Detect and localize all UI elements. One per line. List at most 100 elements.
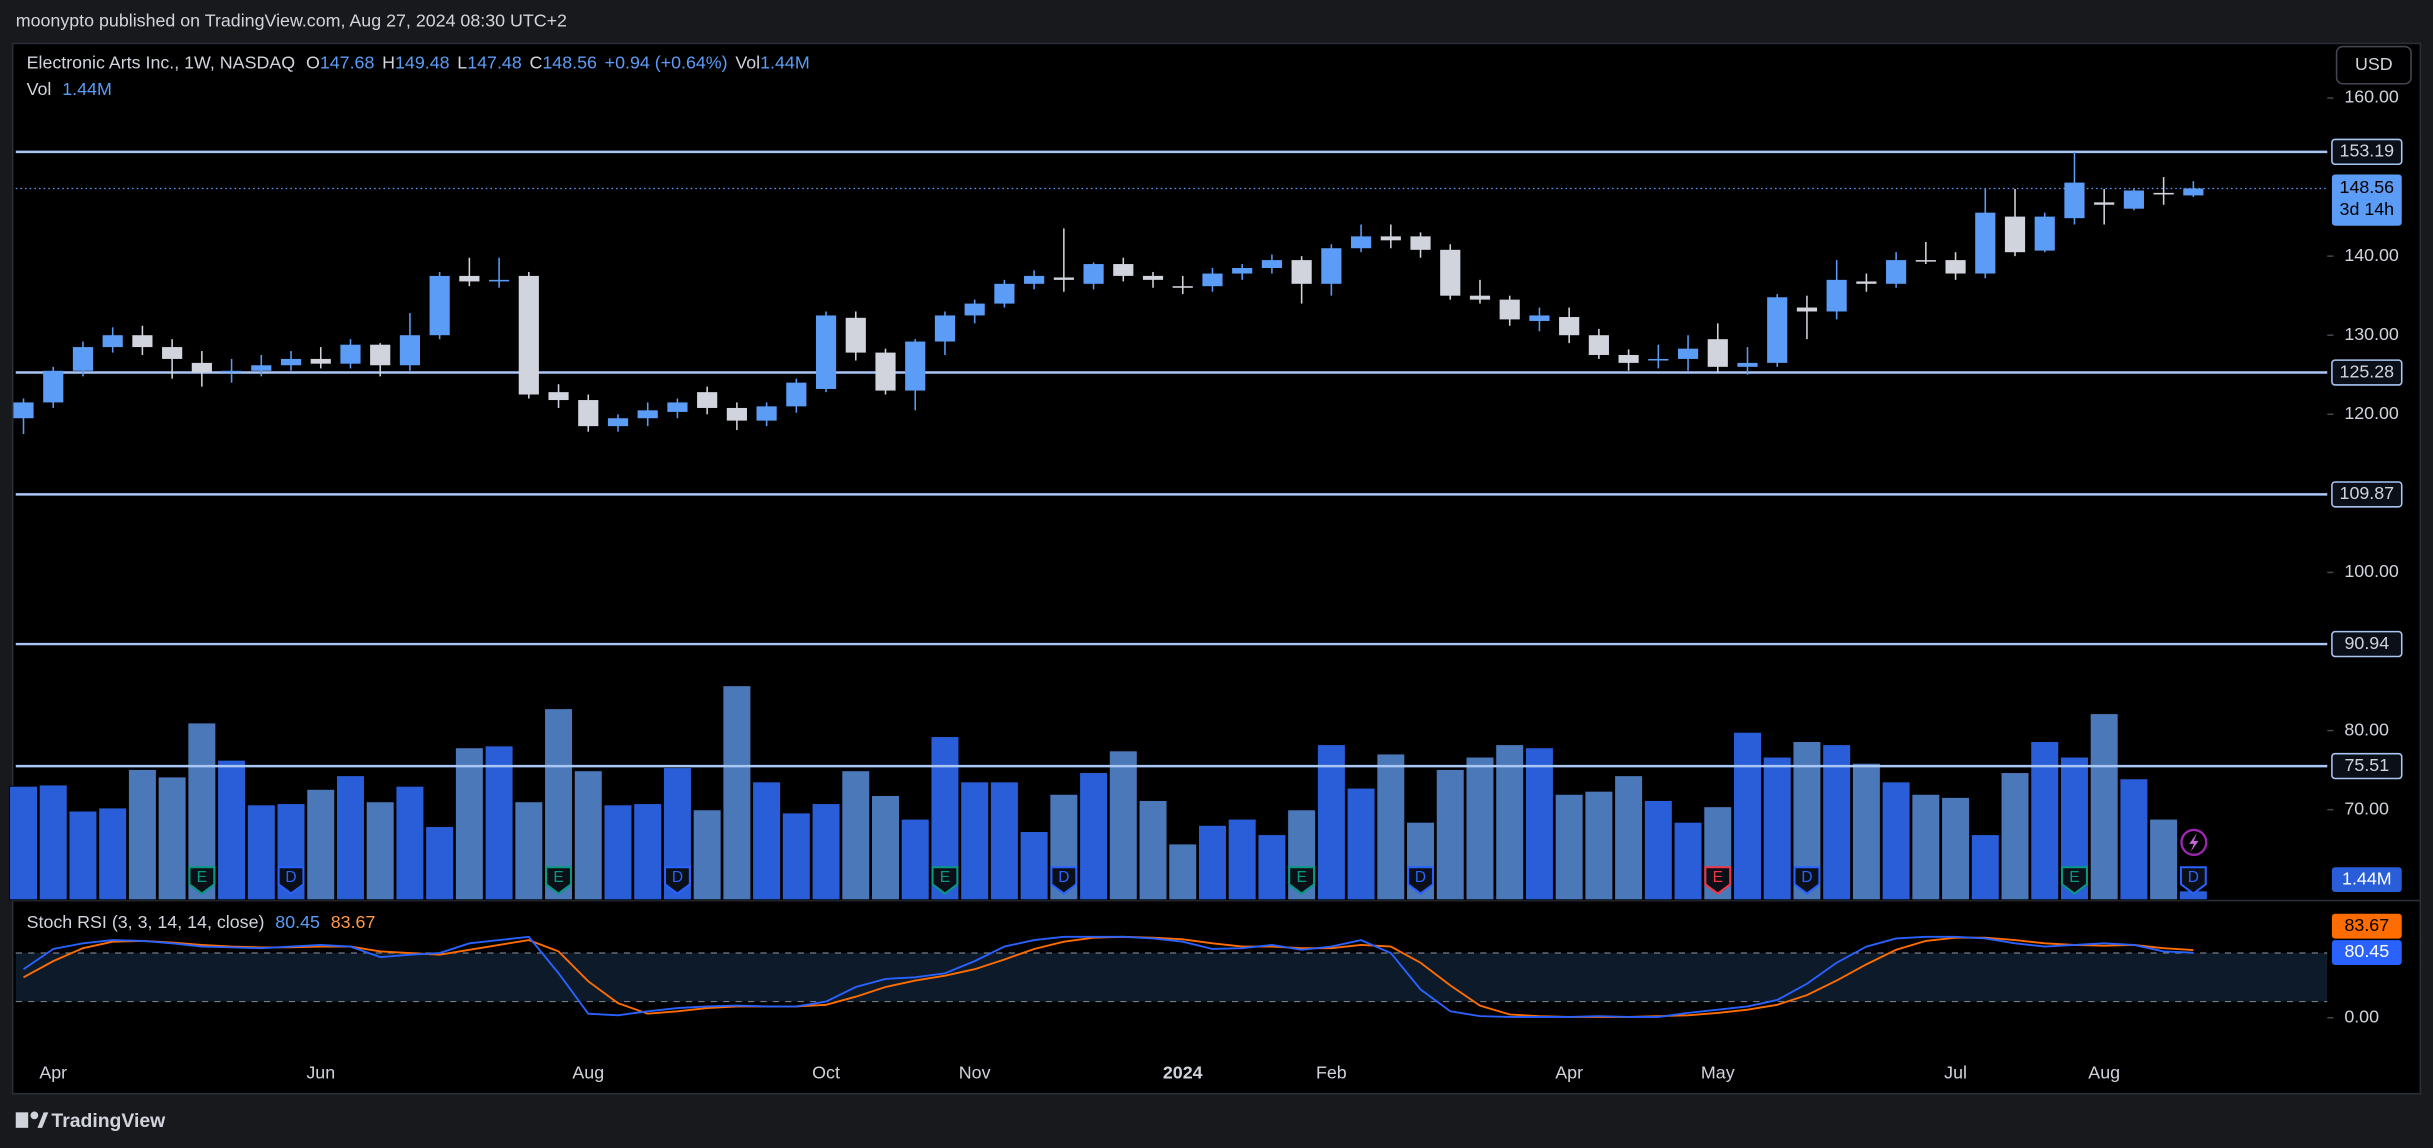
candle-body bbox=[1202, 273, 1223, 287]
volume-bar bbox=[1673, 821, 1703, 901]
volume-bar bbox=[603, 804, 633, 901]
candle-body bbox=[875, 352, 896, 391]
volume-bar bbox=[1911, 793, 1941, 901]
volume-bar bbox=[1881, 781, 1911, 901]
h-key: H bbox=[382, 52, 395, 72]
legend: Electronic Arts Inc., 1W, NASDAQ O147.68 H… bbox=[27, 52, 810, 72]
candle-body bbox=[43, 370, 64, 403]
volume-bar bbox=[2000, 772, 2030, 901]
stoch-tick-label: 0.00 bbox=[2344, 1006, 2379, 1026]
stoch-k-label: 80.45 bbox=[2345, 941, 2390, 961]
candle-body bbox=[2153, 192, 2174, 195]
candle-body bbox=[1886, 260, 1907, 284]
stoch-d-value: 83.67 bbox=[331, 912, 376, 932]
candle-body bbox=[1232, 268, 1253, 274]
volume-bar bbox=[336, 775, 365, 901]
event-label: D bbox=[1058, 869, 1069, 886]
volume-bar bbox=[127, 769, 157, 901]
alert-icon[interactable] bbox=[2180, 828, 2208, 856]
o-key: O bbox=[306, 52, 320, 72]
event-label: E bbox=[1296, 869, 1306, 886]
candle-body bbox=[1083, 264, 1104, 284]
event-label: E bbox=[1713, 869, 1723, 886]
candle-body bbox=[102, 335, 123, 348]
volume-bar bbox=[38, 784, 68, 901]
volume-bar bbox=[68, 810, 98, 901]
x-tick-label: Jul bbox=[1944, 1062, 1967, 1082]
event-icon bbox=[2061, 866, 2088, 895]
level-label-box bbox=[2331, 359, 2403, 386]
volume-bar bbox=[1168, 843, 1198, 901]
volume-bar bbox=[1614, 775, 1644, 901]
candle-body bbox=[2034, 216, 2055, 251]
candle-body bbox=[1499, 299, 1520, 320]
volume-bar bbox=[2030, 741, 2060, 901]
volume-bar bbox=[2089, 713, 2119, 901]
volume-bar bbox=[246, 804, 276, 901]
candle-body bbox=[1113, 264, 1134, 276]
volume-bar bbox=[752, 781, 782, 901]
volume-bar bbox=[454, 747, 484, 901]
candle-body bbox=[1648, 358, 1669, 361]
event-icon bbox=[1407, 866, 1434, 895]
candle-body bbox=[726, 407, 747, 421]
volume-bar bbox=[1584, 790, 1614, 901]
alert-bolt[interactable] bbox=[2189, 833, 2199, 852]
y-tick-label: 160.00 bbox=[2344, 87, 2399, 107]
event-icon bbox=[664, 866, 691, 895]
candle-body bbox=[191, 362, 212, 373]
volume-bar bbox=[1525, 747, 1554, 901]
volume-bar bbox=[157, 776, 187, 901]
volume-bar bbox=[1822, 744, 1852, 901]
volume-bar bbox=[2119, 778, 2149, 901]
candle-body bbox=[934, 315, 956, 342]
volume-bar bbox=[633, 803, 663, 901]
level-label-box bbox=[2331, 138, 2403, 166]
candle-body bbox=[1767, 297, 1788, 363]
event-label: D bbox=[1801, 869, 1812, 886]
logo-part bbox=[30, 1111, 39, 1120]
candle-body bbox=[845, 317, 866, 353]
h-value: 149.48 bbox=[395, 52, 450, 72]
volume-bar bbox=[2149, 818, 2179, 901]
volume-bar bbox=[1316, 744, 1346, 901]
candle-body bbox=[1796, 307, 1818, 312]
x-tick-label: Feb bbox=[1316, 1062, 1347, 1082]
volume-bar bbox=[484, 745, 514, 901]
stoch-k-line bbox=[22, 935, 2194, 1018]
event-icon bbox=[545, 866, 572, 895]
volume-bar bbox=[573, 770, 603, 901]
y-tick-label: 140.00 bbox=[2344, 245, 2399, 265]
level-label-box bbox=[2331, 481, 2403, 508]
last-price-label: 148.56 bbox=[2340, 177, 2395, 197]
alert-circle[interactable] bbox=[2180, 828, 2208, 856]
candle-body bbox=[1321, 248, 1342, 284]
volume-bar bbox=[1138, 800, 1168, 901]
event-icon bbox=[2179, 866, 2207, 895]
event-label: E bbox=[2069, 869, 2079, 886]
candle-body bbox=[1737, 362, 1758, 367]
volume-bar bbox=[1227, 818, 1257, 901]
currency-button[interactable] bbox=[2335, 45, 2412, 85]
volume-bar bbox=[395, 785, 425, 901]
currency[interactable]: USD bbox=[2355, 54, 2393, 74]
candle-body bbox=[1677, 348, 1699, 359]
x-tick-label: Nov bbox=[959, 1062, 991, 1082]
tv-logo bbox=[15, 1111, 49, 1128]
y-tick-label: 70.00 bbox=[2344, 798, 2389, 818]
candle-body bbox=[756, 406, 777, 421]
volume-bar bbox=[1554, 793, 1584, 901]
vol-value: 1.44M bbox=[62, 79, 112, 99]
logo-part bbox=[37, 1112, 49, 1128]
candle-body bbox=[1351, 236, 1372, 249]
candle-body bbox=[459, 275, 480, 282]
logo-part bbox=[15, 1112, 29, 1128]
volume-bar bbox=[1019, 831, 1049, 901]
vol-value: 1.44M bbox=[760, 52, 810, 72]
candle-body bbox=[1469, 295, 1491, 300]
candle-body bbox=[1172, 286, 1193, 288]
candle-body bbox=[1529, 315, 1550, 321]
candle-body bbox=[667, 402, 688, 412]
volume-bar bbox=[1970, 834, 2000, 901]
volume-bar bbox=[306, 788, 336, 901]
